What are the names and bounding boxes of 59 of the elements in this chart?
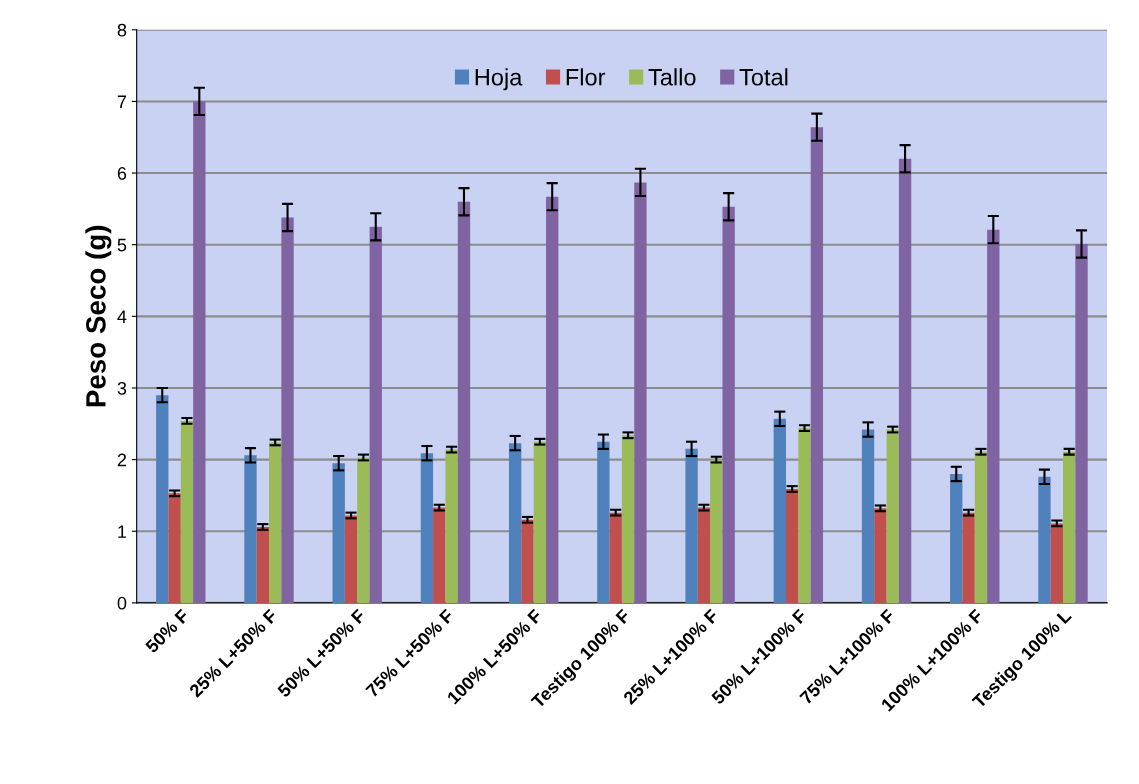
bar — [193, 101, 206, 603]
bar — [508, 443, 522, 603]
bar — [369, 226, 382, 603]
bar — [974, 451, 988, 603]
y-tick-label: 2 — [117, 453, 127, 467]
bar — [420, 453, 434, 603]
legend-label: Flor — [566, 68, 606, 86]
bar — [1063, 451, 1076, 603]
y-tick-label: 6 — [117, 167, 127, 180]
x-tick-label: 50% F — [144, 608, 190, 654]
bar — [710, 459, 723, 603]
bar — [533, 441, 547, 603]
bar — [445, 449, 458, 603]
bar — [685, 448, 698, 603]
legend-label: Tallo — [648, 68, 696, 86]
y-tick-label: 8 — [117, 23, 127, 37]
bar — [1075, 243, 1088, 603]
bar — [180, 420, 194, 603]
bar — [597, 441, 610, 603]
bar — [244, 455, 257, 603]
bar — [344, 515, 358, 603]
bar — [886, 429, 899, 603]
bar — [521, 519, 534, 603]
bar — [861, 429, 875, 603]
y-tick-label: 1 — [118, 525, 127, 538]
bar — [609, 512, 622, 603]
bar — [634, 182, 647, 603]
y-tick-label: 5 — [117, 238, 127, 252]
bar — [433, 507, 446, 603]
bar — [156, 395, 169, 603]
bar — [1038, 476, 1051, 603]
bar — [546, 196, 559, 603]
bar — [697, 507, 711, 603]
bar — [269, 442, 282, 603]
bar — [898, 158, 912, 603]
y-axis-title: Peso Seco (g) — [85, 225, 112, 407]
bar — [950, 473, 963, 603]
bar — [874, 508, 887, 603]
bar — [798, 428, 811, 603]
y-tick-label: 0 — [117, 596, 127, 610]
bar — [962, 512, 975, 603]
bar — [785, 488, 799, 603]
bar — [457, 201, 471, 603]
bar — [256, 526, 270, 603]
legend-label: Hoja — [475, 68, 523, 91]
bar — [332, 463, 345, 603]
legend-label: Total — [739, 68, 788, 86]
bar — [357, 457, 370, 603]
bar — [810, 127, 824, 603]
bar — [722, 206, 735, 603]
bar — [281, 217, 294, 603]
y-tick-label: 4 — [117, 310, 127, 323]
y-tick-label: 7 — [117, 95, 127, 108]
bar — [773, 418, 786, 603]
bar — [1050, 523, 1063, 603]
bar — [168, 493, 181, 603]
y-tick-label: 3 — [117, 381, 127, 395]
bar — [987, 229, 1000, 603]
bar — [621, 435, 635, 603]
